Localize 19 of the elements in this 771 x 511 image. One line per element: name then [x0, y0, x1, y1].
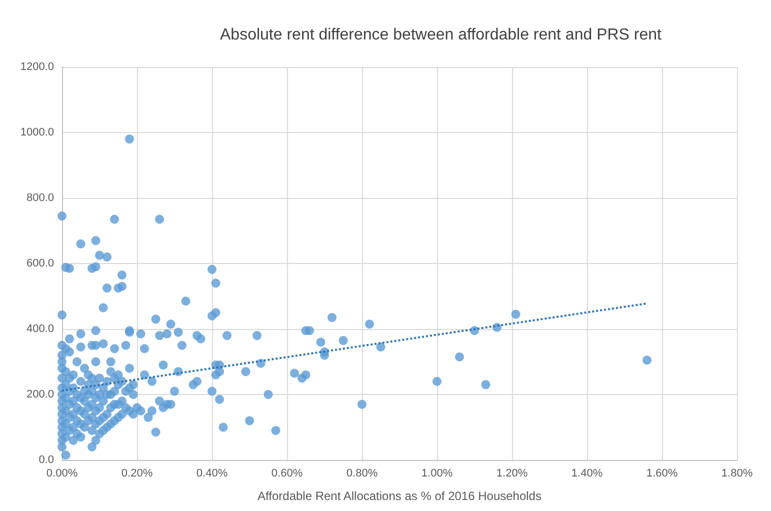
y-tick-label: 1000.0: [20, 126, 54, 138]
x-tick-label: 0.40%: [196, 468, 228, 480]
y-tick-label: 1200.0: [20, 61, 54, 73]
y-tick-label: 200.0: [26, 388, 54, 400]
x-tick-label: 0.80%: [346, 468, 378, 480]
x-tick-label: 1.80%: [721, 468, 753, 480]
x-tick-label: 0.00%: [46, 468, 78, 480]
x-axis-title: Affordable Rent Allocations as % of 2016 Households: [258, 489, 542, 503]
x-tick-label: 1.20%: [496, 468, 528, 480]
y-tick-label: 800.0: [26, 192, 54, 204]
x-tick-label: 0.20%: [121, 468, 153, 480]
x-tick-label: 0.60%: [271, 468, 303, 480]
x-tick-label: 1.40%: [571, 468, 603, 480]
chart-title: Absolute rent difference between affordable rent and PRS rent: [220, 26, 662, 44]
x-tick-label: 1.00%: [421, 468, 453, 480]
y-tick-label: 0.0: [38, 454, 54, 466]
x-tick-label: 1.60%: [646, 468, 678, 480]
y-tick-label: 600.0: [26, 258, 54, 270]
y-tick-label: 400.0: [26, 323, 54, 335]
